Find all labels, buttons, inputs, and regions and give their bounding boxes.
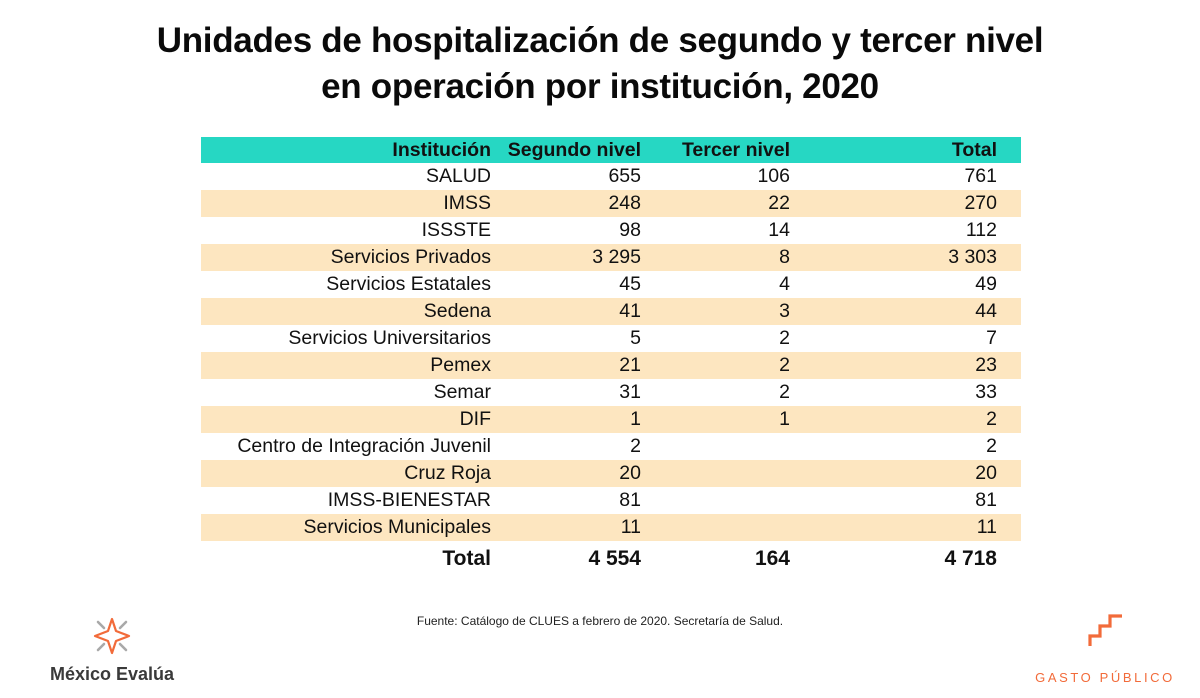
page-title: Unidades de hospitalización de segundo y… [0,18,1200,110]
mexico-evalua-name: México Evalúa [49,664,175,684]
cell-institucion: SALUD [425,165,491,187]
cell-total: 7 [986,327,997,349]
cell-institucion: ISSSTE [421,219,491,241]
cell-institucion: Cruz Roja [201,460,491,487]
title-line-1: Unidades de hospitalización de segundo y… [156,21,1044,60]
table-row: Servicios Estatales 45 4 49 [201,271,1021,298]
total-cell-segundo-nivel: 4 554 [491,541,641,577]
cell-tercer-nivel: 1 [641,406,816,433]
total-cell-tercer-nivel: 164 [641,541,816,577]
cell-total: 44 [816,298,1021,325]
cell-institucion: Pemex [201,352,491,379]
cell-institucion: Servicios Estatales [326,273,491,295]
cell-total: 20 [816,460,1021,487]
title-line-2: en operación por institución, 2020 [321,67,879,106]
table-row: Servicios Municipales 11 11 [201,514,1021,541]
header-tercer-nivel: Tercer nivel [641,137,816,163]
cell-segundo-nivel: 3 295 [491,244,641,271]
table-row: DIF 1 1 2 [201,406,1021,433]
cell-tercer-nivel: 2 [779,327,790,349]
table-header-row: Institución Segundo nivel Tercer nivel T… [201,137,1021,163]
cell-institucion: Centro de Integración Juvenil [237,435,491,457]
cell-total: 33 [975,381,997,403]
cell-tercer-nivel: 2 [779,381,790,403]
cell-segundo-nivel: 31 [619,381,641,403]
cell-total: 3 303 [816,244,1021,271]
cell-total: 2 [816,406,1021,433]
cell-tercer-nivel [641,433,816,460]
cell-total: 11 [816,514,1021,541]
cell-segundo-nivel: 2 [630,435,641,457]
cell-institucion: Servicios Universitarios [288,327,491,349]
cell-tercer-nivel: 2 [641,352,816,379]
cell-segundo-nivel: 655 [608,165,641,187]
cell-tercer-nivel [641,460,816,487]
stairs-icon [1088,614,1122,646]
cell-total: 761 [964,165,997,187]
cell-tercer-nivel: 22 [641,190,816,217]
cell-total: 2 [986,435,997,457]
cell-segundo-nivel: 41 [491,298,641,325]
cell-segundo-nivel: 248 [491,190,641,217]
table-row: IMSS-BIENESTAR 81 81 [201,487,1021,514]
cell-segundo-nivel: 81 [619,489,641,511]
cell-segundo-nivel: 5 [630,327,641,349]
cell-total: 81 [975,489,997,511]
table-row: Centro de Integración Juvenil 2 2 [201,433,1021,460]
cell-total: 23 [816,352,1021,379]
cell-total: 49 [975,273,997,295]
cell-institucion: Servicios Municipales [201,514,491,541]
total-row: Total 4 554 164 4 718 [201,541,1021,577]
gasto-publico-logo: GASTO PÚBLICO [1030,612,1180,685]
cell-segundo-nivel: 1 [491,406,641,433]
header-total: Total [816,137,1021,163]
table-row: ISSSTE 98 14 112 [201,217,1021,244]
cell-segundo-nivel: 20 [491,460,641,487]
cell-tercer-nivel: 4 [779,273,790,295]
table-row: Pemex 21 2 23 [201,352,1021,379]
cell-tercer-nivel: 106 [757,165,790,187]
cell-segundo-nivel: 21 [491,352,641,379]
cell-institucion: Semar [433,381,491,403]
cell-tercer-nivel [641,514,816,541]
header-institucion: Institución [201,137,491,163]
table-row: Servicios Universitarios 5 2 7 [201,325,1021,352]
cell-tercer-nivel: 3 [641,298,816,325]
cell-institucion: Servicios Privados [201,244,491,271]
table-row: Semar 31 2 33 [201,379,1021,406]
table-row: Cruz Roja 20 20 [201,460,1021,487]
mexico-evalua-logo: México Evalúa [42,616,182,685]
cell-institucion: DIF [201,406,491,433]
table-row: SALUD 655 106 761 [201,163,1021,190]
source-note: Fuente: Catálogo de CLUES a febrero de 2… [416,614,784,628]
institutions-table: Institución Segundo nivel Tercer nivel T… [201,137,1021,577]
cell-total: 112 [965,219,997,241]
star-burst-icon [93,617,131,655]
table-row: Sedena 41 3 44 [201,298,1021,325]
table-row: IMSS 248 22 270 [201,190,1021,217]
total-cell-institucion: Total [201,541,491,577]
header-segundo-nivel: Segundo nivel [491,137,641,163]
cell-tercer-nivel: 8 [641,244,816,271]
cell-institucion: IMSS [201,190,491,217]
total-cell-total: 4 718 [816,541,1021,577]
cell-institucion: IMSS-BIENESTAR [327,489,491,511]
cell-institucion: Sedena [201,298,491,325]
table-row: Servicios Privados 3 295 8 3 303 [201,244,1021,271]
cell-segundo-nivel: 11 [491,514,641,541]
cell-tercer-nivel: 14 [768,219,790,241]
cell-segundo-nivel: 98 [619,219,641,241]
gasto-publico-name: GASTO PÚBLICO [1035,670,1175,685]
cell-segundo-nivel: 45 [619,273,641,295]
cell-tercer-nivel [641,487,816,514]
cell-total: 270 [816,190,1021,217]
